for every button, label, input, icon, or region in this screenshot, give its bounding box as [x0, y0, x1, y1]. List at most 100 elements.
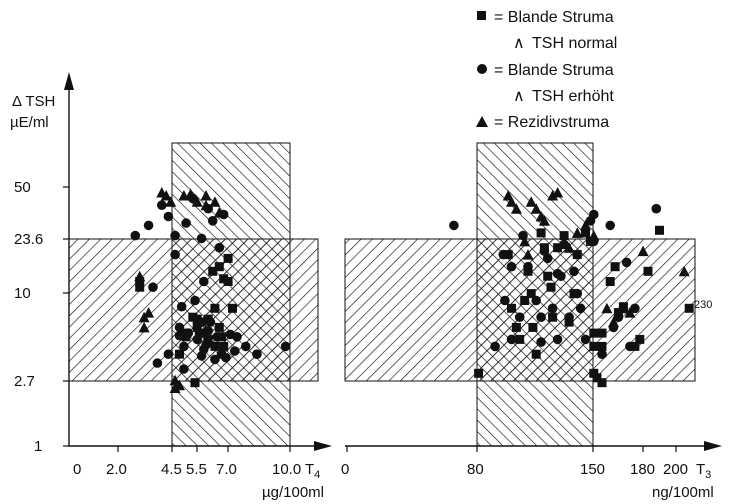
- data-point-square: [559, 231, 569, 241]
- data-point-circle: [196, 351, 207, 361]
- y-tick-label: 10: [14, 285, 31, 302]
- data-point-square: [507, 303, 516, 313]
- legend-circle-marker: [477, 64, 487, 74]
- data-point-triangle: [678, 265, 690, 277]
- data-point-circle: [518, 230, 528, 241]
- data-point-square: [531, 349, 541, 359]
- t4-x-axis-labels: 0 2.0 4.5 5.5 7.0 10.0: [73, 461, 301, 478]
- data-point-triangle: [160, 190, 172, 201]
- data-point-triangle: [552, 187, 564, 198]
- data-point-circle: [625, 341, 635, 352]
- data-point-triangle: [601, 302, 613, 314]
- data-point-square: [223, 253, 233, 263]
- data-point-triangle: [617, 302, 629, 314]
- t4-x-axis-arrow: [314, 441, 332, 451]
- y-axis-title-line1: Δ TSH: [12, 93, 55, 110]
- x-tick-label: 0: [341, 461, 349, 478]
- data-point-circle: [157, 200, 167, 210]
- x-tick-label: 10.0: [272, 461, 301, 478]
- data-point-circle: [212, 332, 222, 342]
- data-point-circle: [203, 326, 213, 336]
- data-point-square: [214, 322, 224, 332]
- data-point-circle: [210, 354, 220, 365]
- data-point-square: [135, 277, 145, 286]
- data-point-square: [474, 368, 484, 378]
- data-point-circle: [216, 349, 227, 360]
- y-tick-label: 1: [34, 438, 42, 455]
- data-point-square: [175, 349, 184, 359]
- data-point-circle: [500, 295, 510, 306]
- data-point-triangle: [213, 207, 225, 218]
- t3-x-ticks: [346, 446, 677, 452]
- data-point-square: [192, 322, 202, 332]
- data-point-circle: [531, 295, 541, 306]
- t4-y-ticks: [63, 186, 69, 447]
- data-point-circle: [597, 349, 607, 360]
- data-point-square: [214, 262, 224, 272]
- data-point-triangle: [637, 245, 649, 257]
- data-point-circle: [143, 220, 154, 231]
- data-point-square: [228, 303, 237, 313]
- data-point-triangle: [608, 316, 619, 328]
- t3-normal-regions: [344, 142, 696, 447]
- data-point-square: [630, 341, 640, 351]
- x-tick-label: 200: [663, 461, 688, 478]
- data-point-circle: [130, 230, 141, 241]
- data-point-circle: [201, 340, 211, 350]
- data-point-circle: [205, 317, 216, 327]
- data-point-circle: [580, 334, 591, 345]
- data-point-circle: [230, 346, 240, 356]
- data-point-triangle: [200, 190, 212, 201]
- x-axis-unit-t4: µg/100ml: [262, 484, 324, 501]
- data-point-circle: [539, 246, 550, 256]
- data-point-square: [564, 317, 574, 327]
- data-point-circle: [523, 261, 533, 272]
- x-axis-unit-t3: ng/100ml: [652, 484, 714, 501]
- data-point-circle: [170, 230, 180, 241]
- t3-data-points: [449, 187, 694, 388]
- data-point-circle: [605, 220, 615, 231]
- t4-data-points: [130, 187, 291, 393]
- data-point-triangle: [580, 219, 591, 231]
- x-tick-label: 4.5: [161, 461, 182, 478]
- data-point-triangle: [209, 196, 221, 207]
- data-point-square: [526, 289, 536, 299]
- data-point-circle: [542, 253, 553, 264]
- data-point-circle: [199, 276, 209, 287]
- data-point-triangle: [538, 215, 550, 226]
- t3-overlap-region: [477, 239, 593, 381]
- data-point-triangle: [588, 230, 600, 241]
- data-point-circle: [148, 282, 158, 293]
- data-point-circle: [552, 334, 563, 345]
- data-point-square: [192, 314, 202, 324]
- data-point-square: [643, 266, 653, 276]
- legend: = Blande Struma ∧ TSH normal = Blande St…: [476, 9, 617, 131]
- data-point-circle: [225, 329, 236, 340]
- t4-y-axis-labels: 50 23.6 10 2.7 1: [14, 179, 43, 455]
- data-point-square: [190, 378, 200, 388]
- data-point-circle: [152, 358, 163, 368]
- t4-y-axis-arrow: [64, 72, 74, 90]
- data-point-square: [219, 274, 229, 284]
- data-point-triangle: [506, 196, 517, 207]
- data-point-circle: [564, 312, 574, 323]
- legend-sublabel-1: TSH normal: [532, 35, 617, 52]
- data-point-triangle: [200, 199, 212, 211]
- data-point-circle: [280, 341, 291, 352]
- legend-triangle-marker: [476, 116, 488, 127]
- data-point-square: [610, 262, 620, 272]
- legend-label-2: = Blande Struma: [494, 62, 614, 79]
- data-point-triangle: [165, 196, 177, 207]
- data-point-square: [548, 312, 558, 322]
- t4-panel: 50 23.6 10 2.7 1 Δ TSH µE/ml 0 2.0 4.5 5…: [10, 72, 332, 501]
- data-point-triangle: [169, 374, 181, 386]
- t4-x-ticks: [117, 446, 291, 452]
- x-tick-label: 7.0: [216, 461, 237, 478]
- data-point-square: [219, 341, 229, 351]
- data-point-square: [210, 341, 220, 351]
- data-point-square: [543, 271, 553, 281]
- data-point-circle: [569, 266, 579, 277]
- data-point-circle: [163, 349, 174, 360]
- x-tick-label: 2.0: [106, 461, 127, 478]
- data-point-circle: [630, 303, 640, 314]
